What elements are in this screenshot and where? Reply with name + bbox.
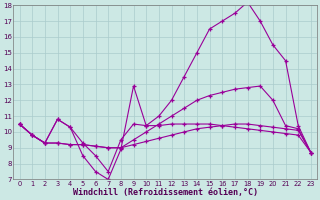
- X-axis label: Windchill (Refroidissement éolien,°C): Windchill (Refroidissement éolien,°C): [73, 188, 258, 197]
